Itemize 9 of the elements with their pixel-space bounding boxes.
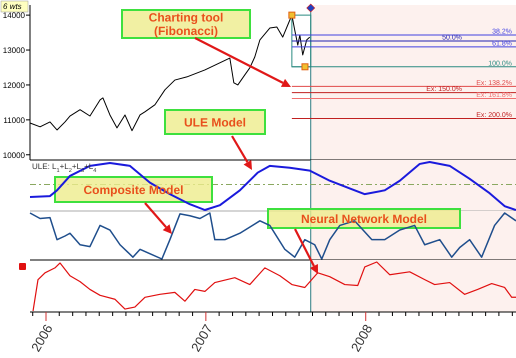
- y-tick-label: 12000: [2, 80, 26, 90]
- y-tick-label: 14000: [2, 11, 26, 20]
- y-tick-label: 10000: [2, 150, 26, 160]
- y-tick-label: 11000: [3, 116, 26, 125]
- y-tick-label: 13000: [2, 46, 26, 56]
- annotation: Charting tool (Fibonacci): [148, 10, 224, 38]
- annotation: ULE Model: [184, 115, 246, 130]
- annotation: Neural Network Model: [300, 212, 428, 226]
- text: 6 wts: [3, 2, 22, 11]
